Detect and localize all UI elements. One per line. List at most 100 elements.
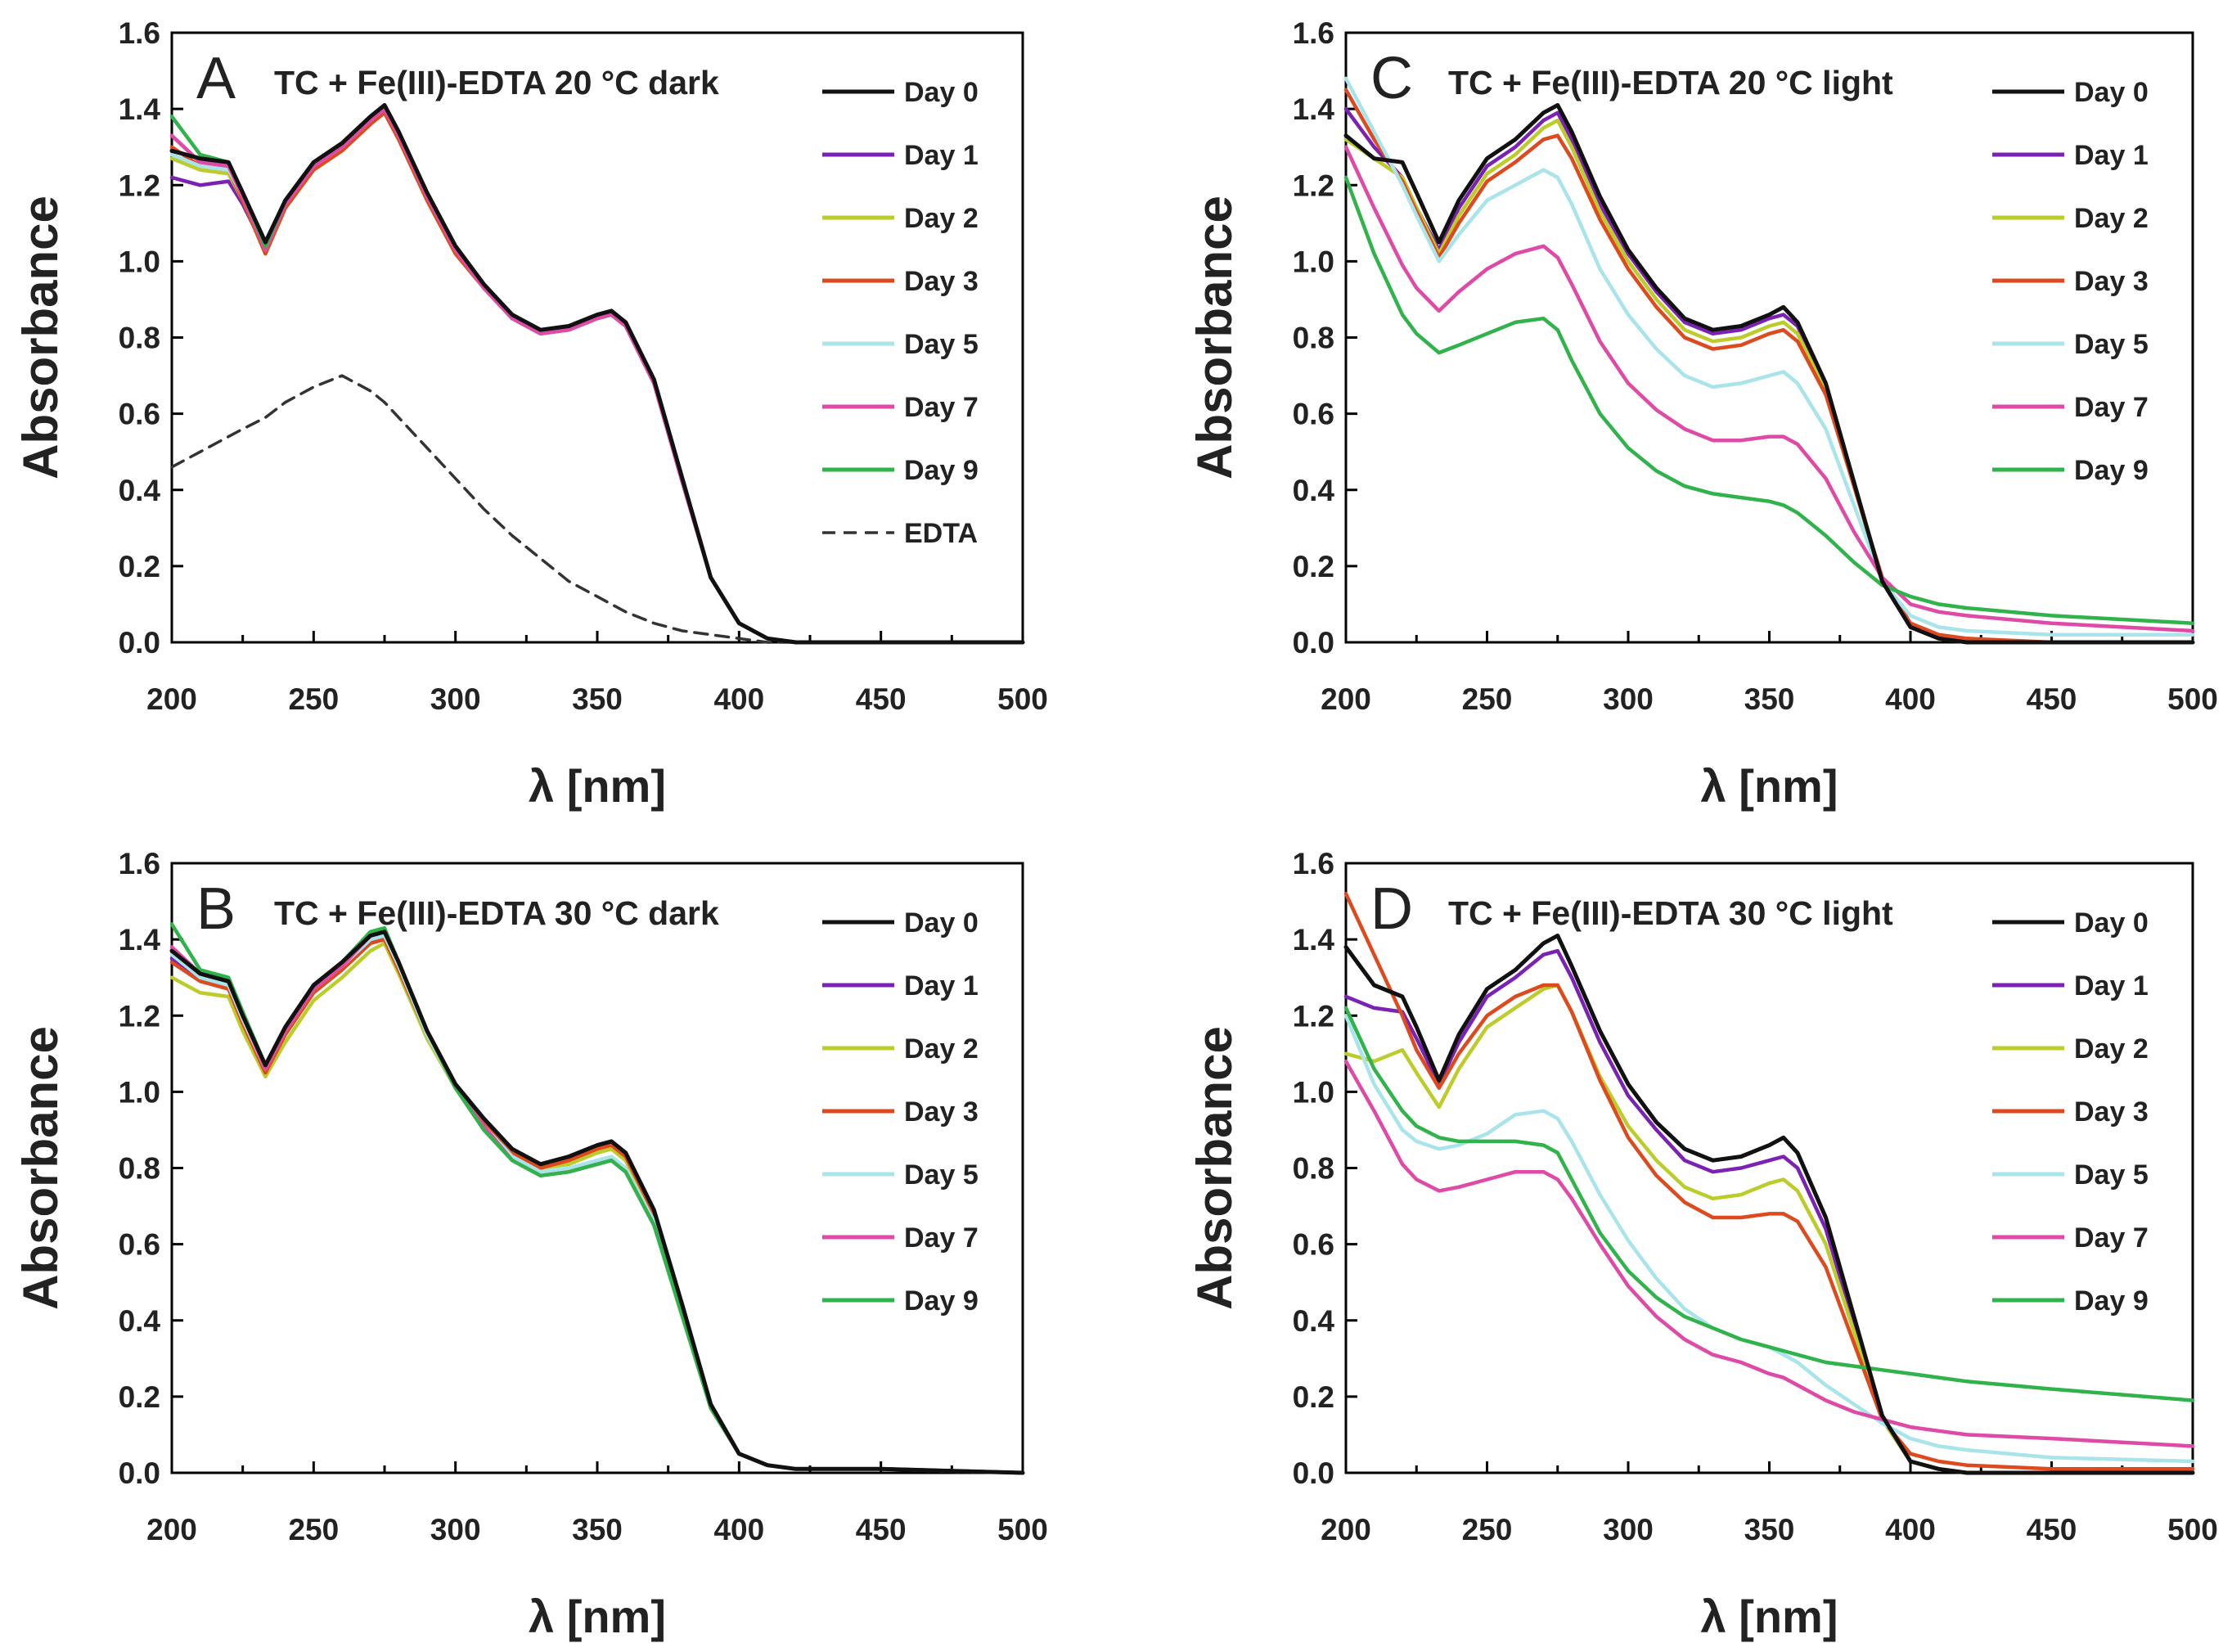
x-tick-label: 250 — [288, 1513, 339, 1546]
x-tick-label: 300 — [1603, 682, 1654, 716]
y-axis-label: Absorbance — [1187, 196, 1242, 479]
series-line-day-0 — [169, 103, 1025, 645]
x-tick-label: 450 — [2027, 1513, 2077, 1546]
y-tick-label: 0.8 — [119, 322, 160, 355]
chart-title: TC + Fe(III)-EDTA 30 °C light — [1448, 894, 1893, 932]
y-tick-label: 1.4 — [1293, 92, 1335, 126]
x-tick-label: 300 — [430, 1513, 481, 1546]
panel-letter: A — [196, 46, 236, 111]
legend-label: Day 9 — [904, 1285, 979, 1317]
x-tick-label: 500 — [997, 1513, 1048, 1546]
legend-label: Day 5 — [904, 1159, 979, 1191]
chart-panel-b: 0.0 0.2 0.4 0.6 0.8 1.0 1.2 1.4 1.6 200 250 300 350 4… — [13, 847, 1048, 1642]
y-tick-label: 0.6 — [1293, 398, 1334, 431]
x-tick-label: 500 — [2167, 682, 2218, 716]
x-tick-label: 200 — [1321, 682, 1371, 716]
x-tick-label: 200 — [1321, 1513, 1371, 1546]
series-line-day-0 — [1343, 934, 2195, 1475]
x-tick-label: 400 — [713, 682, 764, 716]
y-tick-label: 0.0 — [1293, 1456, 1334, 1490]
x-axis-label: λ [nm] — [529, 760, 666, 812]
legend-label: Day 1 — [904, 970, 979, 1002]
chart-panel-a: 0.0 0.2 0.4 0.6 0.8 1.0 1.2 1.4 1.6 200 250 300 350 4… — [13, 16, 1048, 812]
series-line-day-9 — [1343, 175, 2195, 625]
x-tick-label: 350 — [572, 1513, 623, 1546]
legend-label: Day 2 — [2074, 1033, 2149, 1065]
legend-label: Day 2 — [904, 203, 979, 234]
y-tick-label: 0.8 — [119, 1152, 160, 1186]
y-tick-label: 0.0 — [119, 626, 160, 659]
legend-label: Day 3 — [904, 1096, 979, 1128]
panel-letter: D — [1370, 876, 1413, 942]
x-tick-label: 400 — [1885, 1513, 1936, 1546]
y-tick-label: 0.2 — [119, 1380, 160, 1414]
legend-label: Day 0 — [2074, 907, 2149, 939]
legend-label: Day 9 — [2074, 1285, 2149, 1317]
y-tick-label: 0.6 — [119, 1228, 160, 1262]
legend-label: Day 7 — [2074, 1222, 2149, 1254]
chart-panel-c: 0.0 0.2 0.4 0.6 0.8 1.0 1.2 1.4 1.6 200 250 300 350 4… — [1187, 16, 2218, 812]
legend-label: Day 7 — [904, 392, 979, 423]
legend-label: Day 5 — [904, 329, 979, 360]
y-tick-label: 1.6 — [119, 847, 160, 880]
x-tick-label: 350 — [1744, 1513, 1795, 1546]
y-tick-label: 1.4 — [119, 92, 161, 126]
series-line-edta — [170, 374, 1024, 644]
legend-label: Day 7 — [2074, 392, 2149, 423]
y-tick-label: 1.6 — [1293, 847, 1334, 880]
legend-label: Day 1 — [2074, 140, 2149, 171]
legend-label: Day 7 — [904, 1222, 979, 1254]
y-tick-label: 1.0 — [1293, 245, 1334, 278]
legend-label: Day 3 — [904, 266, 979, 297]
y-tick-label: 1.0 — [1293, 1075, 1334, 1109]
y-axis-label: Absorbance — [13, 1026, 68, 1310]
y-tick-label: 0.0 — [1293, 626, 1334, 659]
legend-label: Day 2 — [2074, 203, 2149, 234]
y-tick-label: 0.8 — [1293, 322, 1334, 355]
y-tick-label: 1.2 — [1293, 999, 1334, 1033]
x-axis-label: λ [nm] — [529, 1591, 666, 1642]
legend-label: Day 3 — [2074, 266, 2149, 297]
x-tick-label: 200 — [146, 682, 197, 716]
series-line-day-9 — [1343, 1006, 2195, 1402]
x-tick-label: 350 — [1744, 682, 1795, 716]
y-tick-label: 1.2 — [1293, 169, 1334, 202]
series-line-day-7 — [1343, 1059, 2195, 1448]
x-tick-label: 400 — [1885, 682, 1936, 716]
y-tick-label: 0.4 — [1293, 1304, 1335, 1338]
legend-label: Day 1 — [2074, 970, 2149, 1002]
x-tick-label: 450 — [856, 1513, 907, 1546]
y-tick-label: 0.8 — [1293, 1152, 1334, 1186]
legend-label: Day 0 — [2074, 77, 2149, 108]
legend-label: Day 5 — [2074, 1159, 2149, 1191]
y-tick-label: 0.6 — [1293, 1228, 1334, 1262]
chart-panel-d: 0.0 0.2 0.4 0.6 0.8 1.0 1.2 1.4 1.6 200 250 300 350 4… — [1187, 847, 2218, 1642]
y-tick-label: 1.6 — [119, 16, 160, 50]
y-tick-label: 1.0 — [119, 1075, 160, 1109]
y-tick-label: 0.4 — [1293, 474, 1335, 507]
y-tick-label: 0.2 — [1293, 550, 1334, 583]
x-tick-label: 450 — [2027, 682, 2077, 716]
x-tick-label: 350 — [572, 682, 623, 716]
x-axis-label: λ [nm] — [1701, 760, 1838, 812]
chart-title: TC + Fe(III)-EDTA 30 °C dark — [274, 894, 719, 932]
y-tick-label: 0.4 — [119, 1304, 161, 1338]
legend-label: Day 3 — [2074, 1096, 2149, 1128]
y-tick-label: 1.0 — [119, 245, 160, 278]
y-axis-label: Absorbance — [1187, 1026, 1242, 1310]
x-tick-label: 500 — [997, 682, 1048, 716]
chart-title: TC + Fe(III)-EDTA 20 °C light — [1448, 64, 1893, 101]
y-tick-label: 1.2 — [119, 999, 160, 1033]
y-tick-label: 0.4 — [119, 474, 161, 507]
y-tick-label: 0.2 — [119, 550, 160, 583]
y-axis-label: Absorbance — [13, 196, 68, 479]
y-tick-label: 1.6 — [1293, 16, 1334, 50]
y-tick-label: 1.2 — [119, 169, 160, 202]
panel-letter: C — [1370, 46, 1413, 111]
legend-label: Day 9 — [2074, 455, 2149, 486]
y-tick-label: 1.4 — [1293, 923, 1335, 957]
x-tick-label: 300 — [430, 682, 481, 716]
legend-label: Day 1 — [904, 140, 979, 171]
